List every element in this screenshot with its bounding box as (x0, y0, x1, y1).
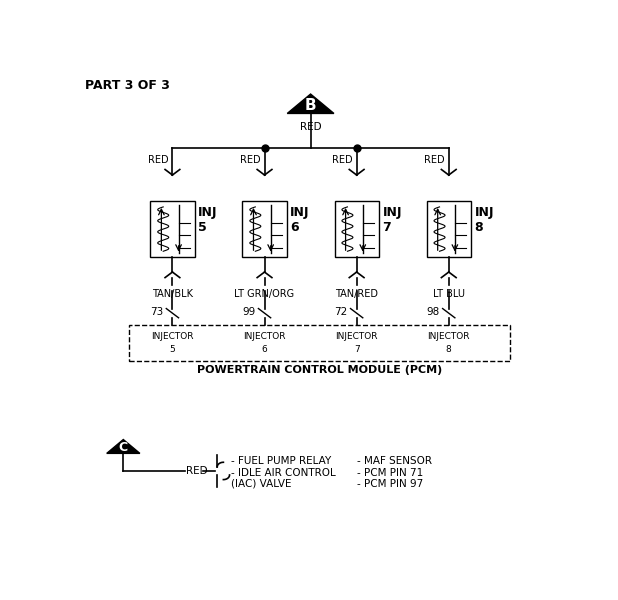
Text: 73: 73 (150, 307, 163, 317)
Text: 8: 8 (475, 221, 483, 234)
Text: - PCM PIN 71: - PCM PIN 71 (357, 468, 423, 478)
Text: INJECTOR: INJECTOR (243, 332, 286, 341)
Text: RED: RED (186, 466, 208, 476)
Text: LT BLU: LT BLU (433, 289, 465, 299)
Text: PART 3 OF 3: PART 3 OF 3 (85, 79, 169, 92)
Text: LT GRN/ORG: LT GRN/ORG (234, 289, 295, 299)
Text: 8: 8 (446, 345, 452, 354)
Text: INJ: INJ (383, 206, 402, 219)
Bar (334, 202, 379, 257)
Text: - MAF SENSOR: - MAF SENSOR (357, 456, 431, 466)
Polygon shape (287, 94, 334, 113)
Text: INJ: INJ (475, 206, 494, 219)
Text: INJ: INJ (290, 206, 310, 219)
Text: - PCM PIN 97: - PCM PIN 97 (357, 479, 423, 489)
Text: 6: 6 (261, 345, 268, 354)
Text: 7: 7 (353, 345, 360, 354)
Bar (426, 202, 471, 257)
Text: 6: 6 (290, 221, 299, 234)
Text: INJECTOR: INJECTOR (428, 332, 470, 341)
Polygon shape (107, 440, 140, 454)
Text: 5: 5 (198, 221, 207, 234)
Text: INJECTOR: INJECTOR (151, 332, 193, 341)
Text: INJ: INJ (198, 206, 218, 219)
Text: RED: RED (148, 155, 169, 165)
Text: RED: RED (332, 155, 353, 165)
Bar (150, 202, 195, 257)
Text: B: B (305, 98, 316, 113)
Text: RED: RED (425, 155, 445, 165)
Bar (129, 325, 510, 361)
Text: 72: 72 (334, 307, 347, 317)
Text: 98: 98 (426, 307, 439, 317)
Text: POWERTRAIN CONTROL MODULE (PCM): POWERTRAIN CONTROL MODULE (PCM) (197, 365, 442, 376)
Text: RED: RED (300, 122, 321, 132)
Text: TAN/RED: TAN/RED (335, 289, 378, 299)
Text: RED: RED (240, 155, 261, 165)
Text: 7: 7 (383, 221, 391, 234)
Text: (IAC) VALVE: (IAC) VALVE (231, 479, 291, 489)
Text: - IDLE AIR CONTROL: - IDLE AIR CONTROL (231, 468, 336, 478)
Text: INJECTOR: INJECTOR (336, 332, 378, 341)
Text: C: C (119, 441, 128, 454)
Text: TAN/BLK: TAN/BLK (152, 289, 193, 299)
Text: 99: 99 (242, 307, 255, 317)
Text: 5: 5 (169, 345, 176, 354)
Bar (242, 202, 287, 257)
Text: - FUEL PUMP RELAY: - FUEL PUMP RELAY (231, 456, 331, 466)
